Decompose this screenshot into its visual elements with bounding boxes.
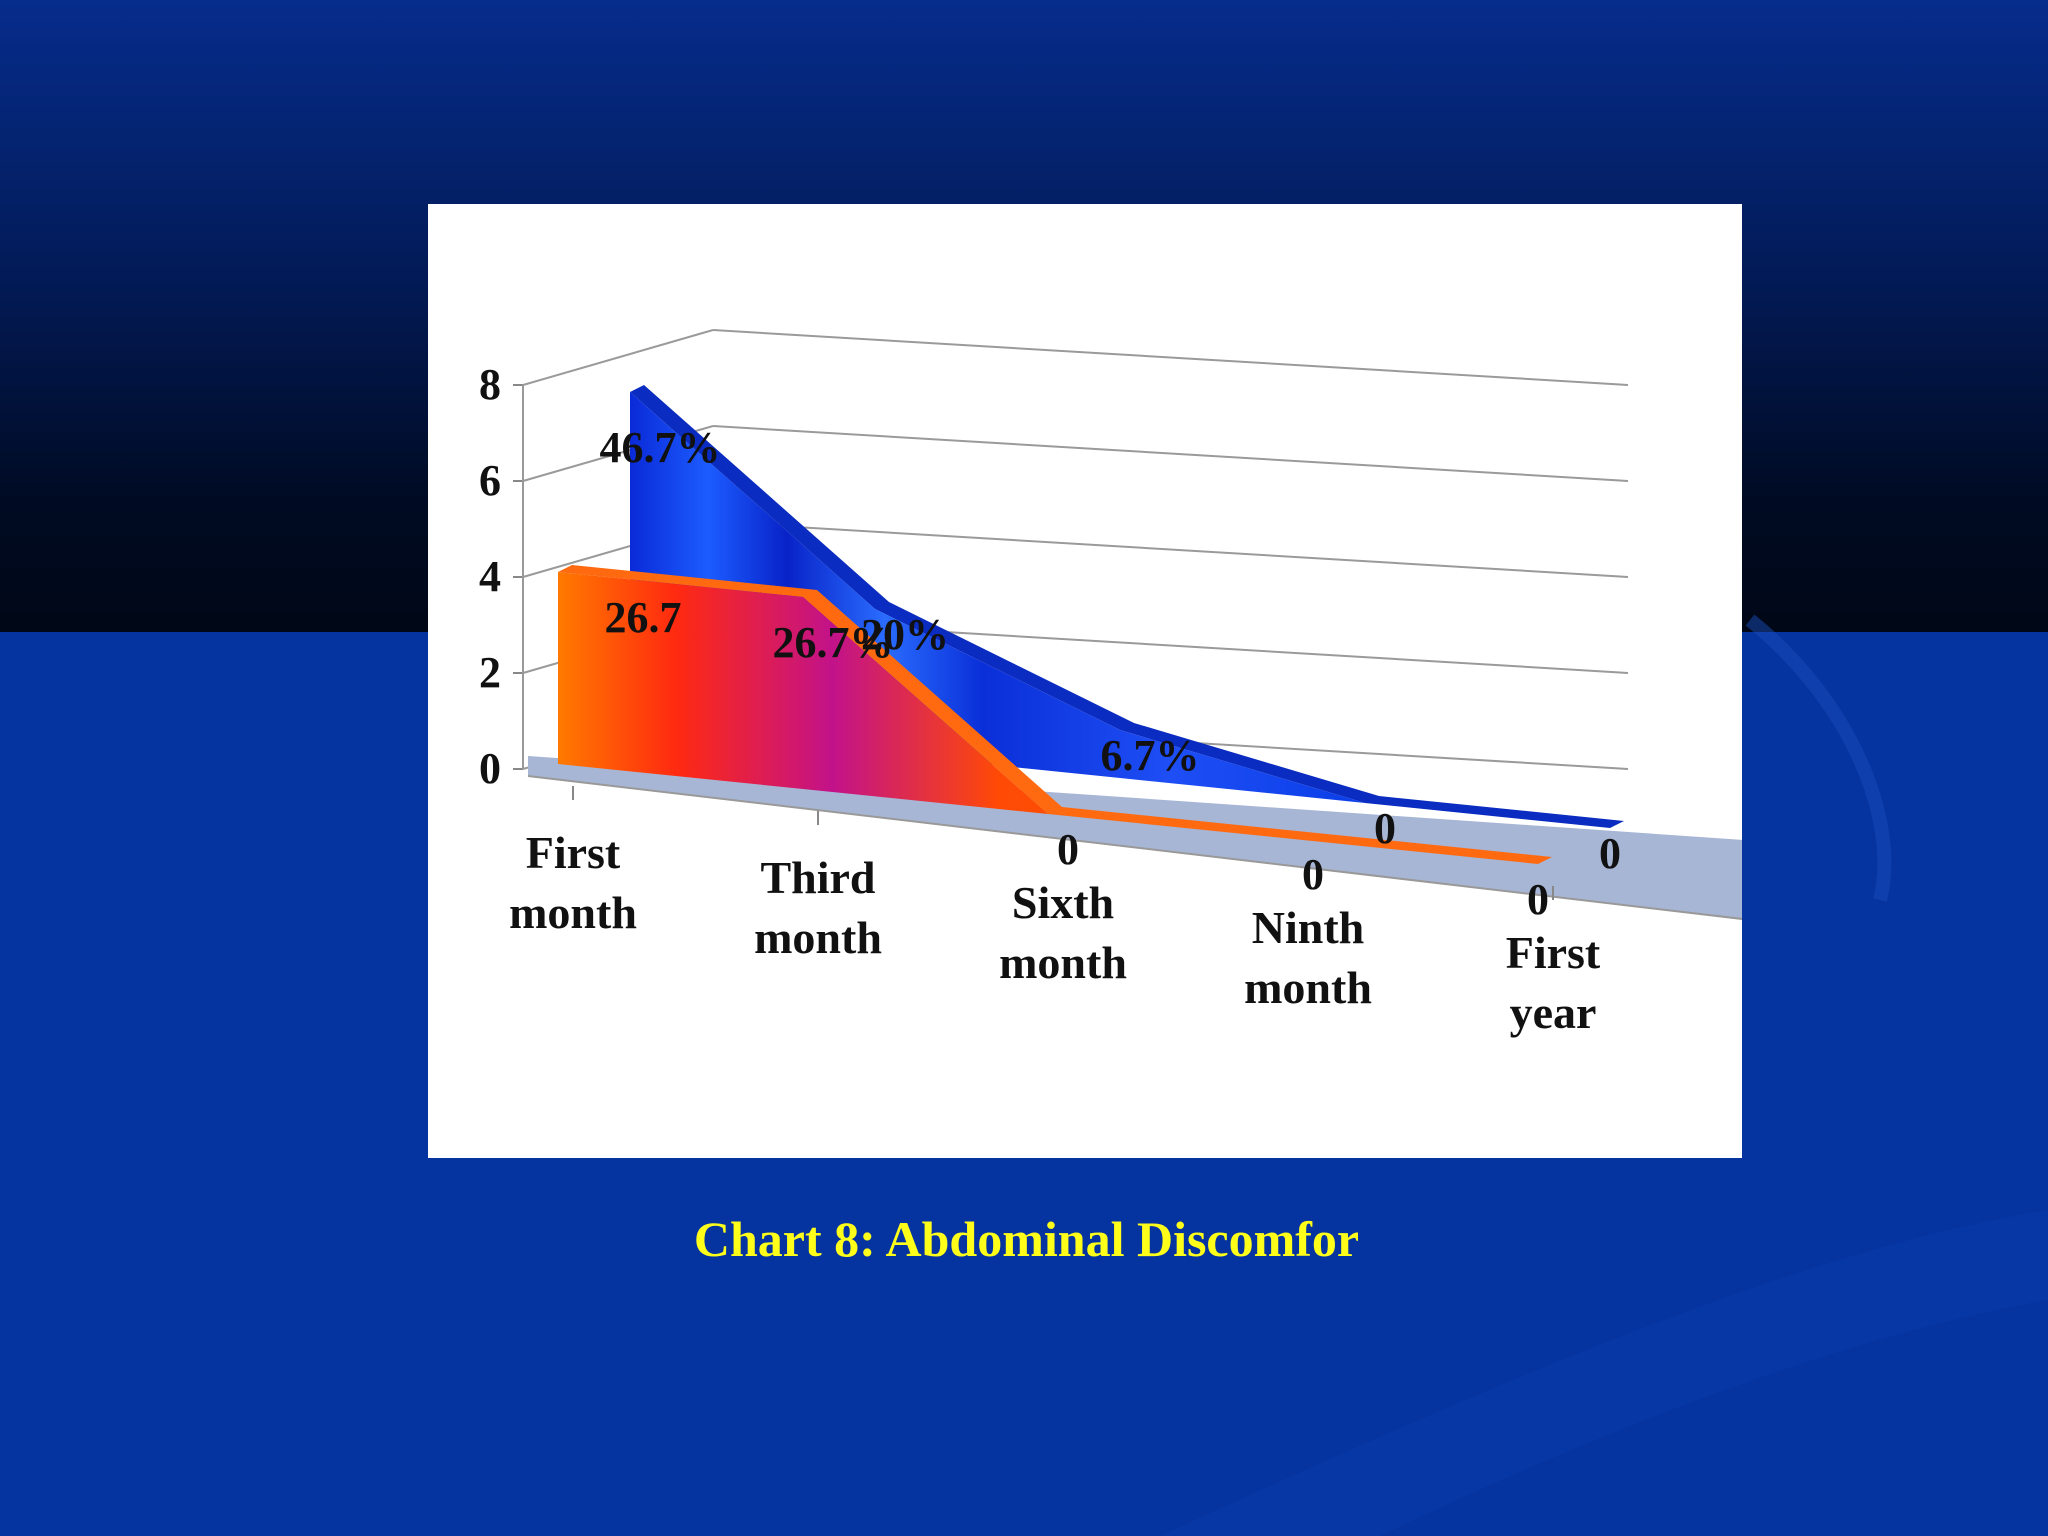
y-tick-label: 6	[479, 456, 501, 505]
data-label-series-2: 0	[1599, 829, 1621, 878]
data-label-series-1: 26.7%	[773, 618, 894, 667]
slide-swoosh-2	[1745, 614, 1892, 902]
data-label-series-1: 0	[1057, 825, 1079, 874]
data-label-series-2: 6.7%	[1101, 731, 1200, 780]
abdominal-discomfort-chart: 0 2 4 6 8 First month Third month Sixth month Ninth…	[479, 329, 1742, 1038]
chart-floor	[528, 756, 1742, 919]
x-category-label: First month	[509, 827, 637, 938]
back-gridline	[712, 425, 1629, 482]
back-gridline	[712, 521, 1629, 578]
x-category-label: Sixth month	[999, 877, 1127, 988]
series-1-area	[558, 572, 1538, 864]
chart-panel: 0 2 4 6 8 First month Third month Sixth month Ninth…	[428, 204, 1742, 1158]
slide-swoosh	[1160, 1210, 2048, 1536]
x-axis-line	[527, 775, 1742, 920]
back-gridline	[712, 329, 1629, 386]
y-tick-label: 0	[479, 744, 501, 793]
data-label-series-1: 0	[1527, 875, 1549, 924]
data-label-series-1: 0	[1302, 850, 1324, 899]
data-label-series-2: 46.7%	[600, 423, 721, 472]
data-label-series-2: 0	[1374, 804, 1396, 853]
x-category-label: First year	[1506, 927, 1601, 1038]
data-label-series-1: 26.7	[605, 593, 682, 642]
y-tick-label: 2	[479, 648, 501, 697]
data-label-series-2: 20%	[861, 610, 949, 659]
side-gridline	[522, 329, 714, 386]
chart-caption: Chart 8: Abdominal Discomfor	[693, 1211, 1360, 1267]
y-tick-label: 8	[479, 360, 501, 409]
y-tick-label: 4	[479, 552, 501, 601]
x-category-label: Third month	[754, 852, 882, 963]
x-category-label: Ninth month	[1244, 902, 1372, 1013]
series-1-top-face	[558, 565, 1552, 864]
